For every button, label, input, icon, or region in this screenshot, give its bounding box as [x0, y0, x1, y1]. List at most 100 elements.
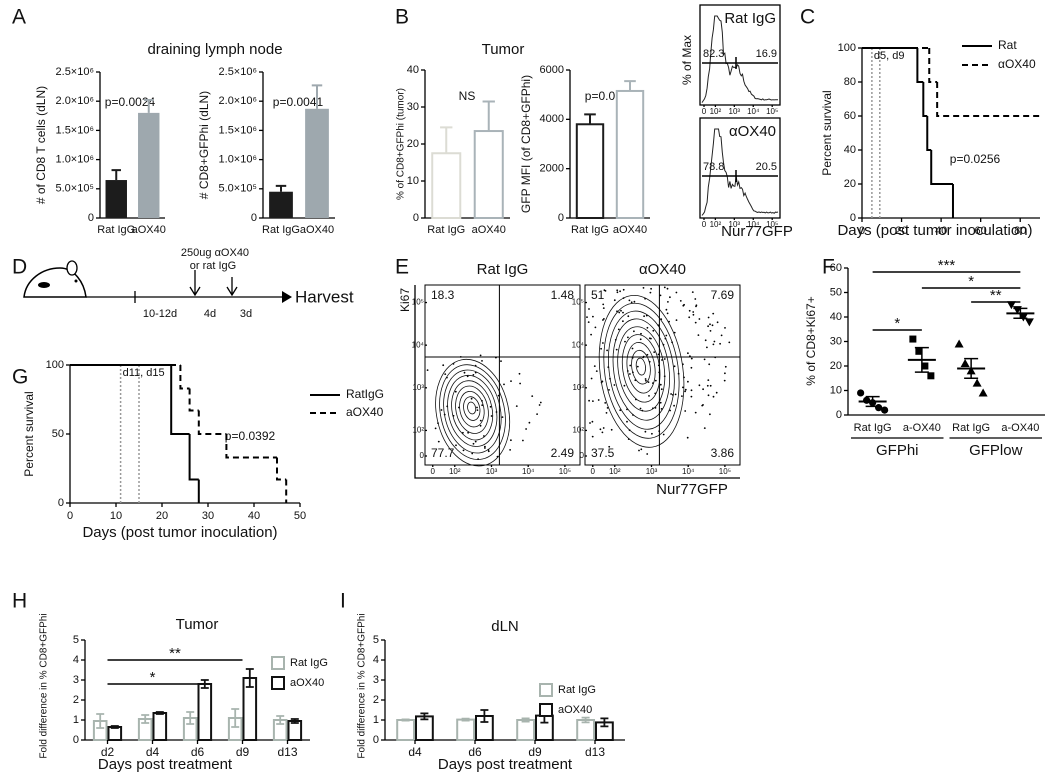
- event-dot: [481, 404, 484, 407]
- y-tick-label: 30: [830, 335, 842, 347]
- event-dot: [644, 430, 647, 433]
- bar: [107, 726, 123, 741]
- event-dot: [539, 401, 542, 404]
- event-dot: [642, 287, 645, 289]
- annotation: p=0.0024: [105, 95, 156, 109]
- y-tick-label: 10: [830, 384, 842, 396]
- event-dot: [466, 375, 469, 378]
- event-dot: [686, 436, 689, 439]
- event-dot: [724, 327, 726, 329]
- x-tick-label: 80: [1014, 225, 1026, 237]
- error-bar: [420, 712, 429, 721]
- y-tick-label: 0: [373, 734, 379, 746]
- event-dot: [619, 290, 621, 293]
- x-tick-label: 30: [202, 510, 214, 522]
- y-tick-label: 6000: [540, 64, 564, 76]
- x-tick-label: 10⁴: [747, 107, 760, 116]
- event-dot: [525, 428, 527, 430]
- quadrant-value: 7.69: [711, 288, 735, 302]
- contour: [603, 302, 680, 439]
- histogram-frame: [699, 117, 781, 219]
- event-dot: [647, 381, 650, 383]
- event-dot: [490, 415, 493, 417]
- event-dot: [716, 321, 719, 324]
- x-tick-label: d6: [191, 745, 205, 759]
- event-dot: [651, 432, 653, 435]
- event-dot: [591, 420, 594, 423]
- interval-label: 10-12d: [143, 308, 177, 320]
- y-axis-label: GFP MFI (of CD8+GFPhi): [519, 75, 533, 213]
- event-dot: [627, 336, 629, 339]
- event-dot: [594, 326, 597, 329]
- survival-step: [170, 365, 190, 435]
- event-dot: [602, 303, 605, 306]
- event-dot: [653, 351, 656, 353]
- event-dot: [623, 384, 626, 387]
- error-bar: [1013, 307, 1028, 319]
- event-dot: [707, 325, 709, 328]
- significance-label: **: [169, 645, 181, 662]
- significance-label: ***: [938, 257, 956, 274]
- quadrant-value: 2.49: [551, 446, 575, 460]
- y-tick-label: 2.0×10⁶: [219, 95, 257, 107]
- x-tick-label: d9: [528, 745, 542, 759]
- y-tick-label: 0: [73, 734, 79, 746]
- legend-label: aOX40: [346, 405, 384, 419]
- group-label: GFPlow: [969, 442, 1023, 459]
- survival-step: [916, 48, 924, 83]
- mouse: [23, 267, 87, 298]
- histogram-trace: [701, 128, 779, 216]
- bar: [138, 112, 160, 218]
- event-dot: [528, 421, 531, 424]
- y-tick-label: 2: [73, 694, 79, 706]
- significance-label: *: [150, 669, 156, 686]
- event-dot: [666, 312, 669, 315]
- contour: [459, 390, 485, 428]
- event-dot: [706, 346, 708, 349]
- legend-label: Rat: [998, 38, 1017, 52]
- event-dot: [679, 300, 682, 302]
- group-label: GFPhi: [876, 442, 919, 459]
- x-tick-label: d6: [468, 745, 482, 759]
- x-tick-label: 10⁴: [747, 220, 760, 229]
- event-dot: [434, 427, 437, 430]
- error-bar: [110, 725, 119, 729]
- legend-label: Rat IgG: [290, 657, 328, 669]
- panel-letter: F: [822, 256, 835, 279]
- event-dot: [595, 370, 598, 372]
- survival-step: [188, 434, 199, 481]
- y-tick-label: 40: [844, 144, 856, 156]
- event-dot: [588, 399, 590, 402]
- survival-step: [928, 48, 938, 83]
- event-dot: [597, 399, 600, 401]
- error-bar: [581, 716, 590, 724]
- y-tick-label: 20: [830, 360, 842, 372]
- legend-label: αOX40: [998, 57, 1036, 71]
- y-tick-label: 30: [407, 101, 419, 113]
- y-tick-label: 0: [88, 212, 94, 224]
- chart-title: Tumor: [176, 616, 219, 633]
- event-dot: [605, 412, 608, 414]
- survival-step: [922, 82, 928, 117]
- event-dot: [500, 360, 502, 362]
- x-tick-label: 40: [935, 225, 947, 237]
- contour: [612, 318, 670, 421]
- survival-step: [225, 434, 277, 459]
- bar: [396, 719, 416, 741]
- event-dot: [481, 360, 483, 362]
- y-tick-label: 4: [373, 654, 379, 666]
- y-tick-label: 50: [52, 428, 64, 440]
- y-axis-label: % of Max: [680, 35, 694, 85]
- event-dot: [591, 435, 594, 438]
- event-dot: [665, 334, 668, 337]
- error-bar: [482, 100, 495, 132]
- event-dot: [697, 334, 700, 336]
- error-bar: [480, 709, 489, 723]
- bar: [305, 108, 329, 218]
- y-tick-label: 5.0×10⁵: [218, 183, 257, 195]
- x-tick-label: 10²: [710, 107, 722, 116]
- x-tick-label: 20: [895, 225, 907, 237]
- x-axis-label: Nur77GFP: [656, 481, 728, 498]
- y-tick-label: 10: [407, 175, 419, 187]
- x-tick-label: 40: [248, 510, 260, 522]
